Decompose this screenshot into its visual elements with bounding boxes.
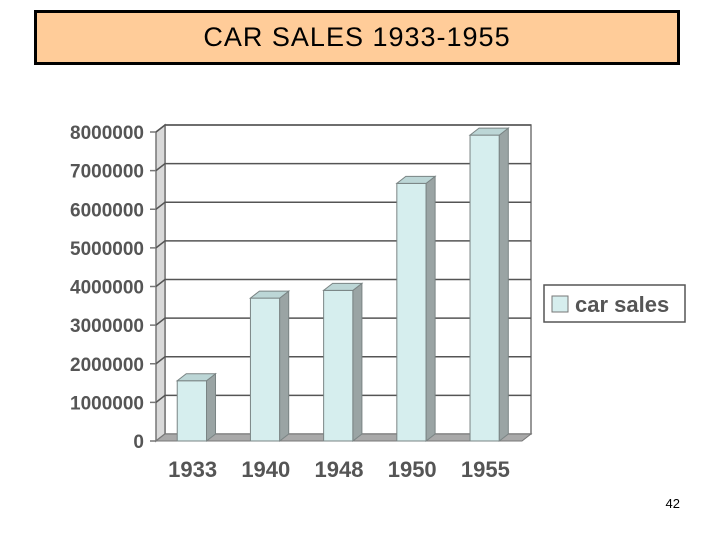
bar-front (469, 134, 500, 442)
y-tick-label: 1000000 (70, 393, 144, 414)
y-tick-label: 7000000 (70, 162, 144, 183)
bar (248, 290, 291, 443)
bar-front (176, 380, 208, 442)
y-tick-label: 2000000 (70, 355, 144, 376)
x-tick-label: 1948 (315, 457, 364, 482)
gridline (155, 124, 531, 133)
bar-side (498, 127, 509, 443)
x-tick-label: 1940 (241, 457, 290, 482)
y-tick-label: 0 (133, 432, 144, 453)
bar (395, 175, 437, 443)
bar-front (249, 297, 281, 442)
y-axis-tick-labels: 0 1000000 2000000 3000000 4000000 5000000 6000… (70, 123, 144, 453)
bar-side (279, 290, 290, 443)
chart-title: CAR SALES 1933-1955 (203, 22, 511, 52)
x-tick-label: 1955 (461, 457, 510, 482)
legend-swatch (551, 295, 569, 313)
bar (468, 127, 510, 443)
y-tick-label: 4000000 (70, 278, 144, 299)
legend: car sales (543, 284, 686, 323)
bar-top (248, 290, 291, 299)
bar-side (425, 175, 436, 443)
bar-side (206, 372, 217, 443)
y-tick-label: 8000000 (70, 123, 144, 144)
legend-label: car sales (575, 292, 669, 317)
page-number: 42 (665, 496, 680, 511)
bar-top (468, 127, 510, 136)
bar-top (175, 373, 217, 382)
bar-top (322, 282, 364, 291)
bar-front (323, 289, 354, 442)
y-tick-label: 5000000 (70, 239, 144, 260)
bars (175, 127, 510, 443)
y-tick-label: 3000000 (70, 316, 144, 337)
x-axis-tick-labels: 1933 1940 1948 1950 1955 (168, 457, 510, 482)
bar-side (352, 282, 363, 443)
y-tick-label: 6000000 (70, 200, 144, 221)
x-tick-label: 1950 (388, 457, 437, 482)
bar-top (395, 175, 437, 184)
bar (175, 372, 217, 443)
bar (322, 282, 364, 443)
gridline (155, 162, 531, 172)
x-tick-label: 1933 (168, 457, 217, 482)
bar-front (396, 182, 427, 442)
chart-title-box: CAR SALES 1933-1955 (34, 10, 680, 65)
